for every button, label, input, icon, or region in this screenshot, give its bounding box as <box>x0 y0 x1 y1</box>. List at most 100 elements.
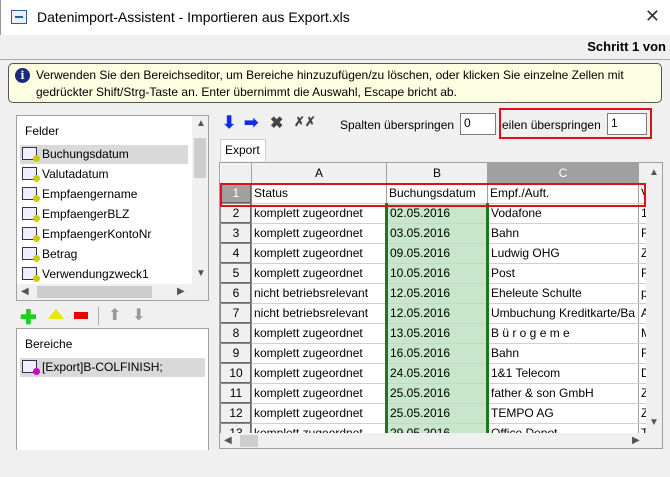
column-header-a[interactable]: A <box>251 163 387 184</box>
cell-buchungsdatum[interactable]: 10.05.2016 <box>385 263 489 284</box>
row-header[interactable]: 11 <box>220 382 252 404</box>
arrow-right-icon[interactable]: ➡ <box>244 113 259 132</box>
cell-empfaenger[interactable]: Umbuchung Kreditkarte/Ba <box>487 303 639 324</box>
row-header[interactable]: 9 <box>220 342 252 364</box>
felder-vertical-scrollbar[interactable]: ▲ ▼ <box>192 116 208 284</box>
cell-buchungsdatum[interactable]: 12.05.2016 <box>385 283 489 304</box>
cell-buchungsdatum[interactable]: 25.05.2016 <box>385 383 489 404</box>
cell-empfaenger[interactable]: father & son GmbH <box>487 383 639 404</box>
felder-list[interactable]: Felder Buchungsdatum Valutadatum Empfaenge… <box>16 115 209 301</box>
felder-horizontal-scrollbar[interactable]: ◀ ▶ <box>17 284 208 300</box>
table-row[interactable]: 9 komplett zugeordnet 16.05.2016 Bahn F <box>220 342 654 364</box>
cell-empfaenger[interactable]: Vodafone <box>487 203 639 224</box>
row-header[interactable]: 5 <box>220 262 252 284</box>
field-item[interactable]: Valutadatum <box>20 165 188 184</box>
scroll-down-icon[interactable]: ▼ <box>649 417 659 428</box>
cell-buchungsdatum[interactable]: 02.05.2016 <box>385 203 489 224</box>
grid-vertical-scrollbar[interactable]: ▲ ▼ <box>646 163 662 433</box>
cell-buchungsdatum[interactable]: 25.05.2016 <box>385 403 489 424</box>
cell-status[interactable]: komplett zugeordnet <box>251 323 387 344</box>
cell-buchungsdatum[interactable]: 13.05.2016 <box>385 323 489 344</box>
scroll-left-icon[interactable]: ◀ <box>224 435 232 446</box>
cell-buchungsdatum[interactable]: 09.05.2016 <box>385 243 489 264</box>
column-header-b[interactable]: B <box>386 163 488 184</box>
close-button[interactable]: ✕ <box>644 6 660 26</box>
cell-empfaenger[interactable]: B ü r o g e m e <box>487 323 639 344</box>
delete-range-icon[interactable] <box>74 312 88 319</box>
row-header[interactable]: 3 <box>220 222 252 244</box>
field-item[interactable]: EmpfaengerBLZ <box>20 205 188 224</box>
cell-status[interactable]: komplett zugeordnet <box>251 343 387 364</box>
scroll-down-icon[interactable]: ▼ <box>196 268 206 279</box>
zeilen-input[interactable]: 1 <box>607 113 647 135</box>
scroll-left-icon[interactable]: ◀ <box>21 286 29 297</box>
cell-empfaenger[interactable]: TEMPO AG <box>487 403 639 424</box>
column-header-c[interactable]: C <box>487 163 639 184</box>
move-down-icon[interactable]: ⬇ <box>132 307 146 324</box>
cell-buchungsdatum[interactable]: 03.05.2016 <box>385 223 489 244</box>
cell-empfaenger[interactable]: Ludwig OHG <box>487 243 639 264</box>
edit-range-icon[interactable] <box>48 309 64 319</box>
cell-status[interactable]: komplett zugeordnet <box>251 223 387 244</box>
row-header[interactable]: 10 <box>220 362 252 384</box>
table-row[interactable]: 12 komplett zugeordnet 25.05.2016 TEMPO AG Z <box>220 402 654 424</box>
row-header[interactable]: 4 <box>220 242 252 264</box>
clear-all-icon[interactable]: ✗✗ <box>294 114 316 129</box>
cell-status[interactable]: komplett zugeordnet <box>251 263 387 284</box>
table-row[interactable]: 3 komplett zugeordnet 03.05.2016 Bahn F <box>220 222 654 244</box>
row-header[interactable]: 2 <box>220 202 252 224</box>
spreadsheet-grid[interactable]: A B C 1 Status Buchungsdatum Empf./Auft. V 2 k… <box>219 162 663 449</box>
table-row[interactable]: 1 Status Buchungsdatum Empf./Auft. V <box>220 182 654 204</box>
field-item[interactable]: Buchungsdatum <box>20 145 188 164</box>
scroll-right-icon[interactable]: ▶ <box>177 286 185 297</box>
field-item[interactable]: Betrag <box>20 245 188 264</box>
bereiche-list[interactable]: Bereiche [Export]B-COLFINISH; <box>16 328 209 450</box>
cell-status[interactable]: komplett zugeordnet <box>251 363 387 384</box>
table-row[interactable]: 6 nicht betriebsrelevant 12.05.2016 Eheleut… <box>220 282 654 304</box>
scroll-up-icon[interactable]: ▲ <box>649 167 659 178</box>
cell-empfaenger[interactable]: Bahn <box>487 343 639 364</box>
cell-empfaenger[interactable]: Eheleute Schulte <box>487 283 639 304</box>
table-row[interactable]: 11 komplett zugeordnet 25.05.2016 father & … <box>220 382 654 404</box>
table-row[interactable]: 7 nicht betriebsrelevant 12.05.2016 Umbuchu… <box>220 302 654 324</box>
cell-status[interactable]: komplett zugeordnet <box>251 203 387 224</box>
cell-buchungsdatum[interactable]: 24.05.2016 <box>385 363 489 384</box>
clear-icon[interactable]: ✖ <box>270 115 284 132</box>
table-row[interactable]: 10 komplett zugeordnet 24.05.2016 1&1 Telec… <box>220 362 654 384</box>
cell-status[interactable]: nicht betriebsrelevant <box>251 283 387 304</box>
tab-export[interactable]: Export <box>220 139 266 161</box>
row-header[interactable]: 12 <box>220 402 252 424</box>
cell-status[interactable]: komplett zugeordnet <box>251 383 387 404</box>
cell-buchungsdatum[interactable]: 16.05.2016 <box>385 343 489 364</box>
scroll-thumb[interactable] <box>240 435 258 447</box>
range-item[interactable]: [Export]B-COLFINISH; <box>20 358 205 377</box>
cell-buchungsdatum[interactable]: Buchungsdatum <box>386 183 488 204</box>
move-up-icon[interactable]: ⬆ <box>108 307 122 324</box>
scroll-thumb[interactable] <box>194 138 206 178</box>
cell-empfaenger[interactable]: 1&1 Telecom <box>487 363 639 384</box>
table-row[interactable]: 4 komplett zugeordnet 09.05.2016 Ludwig OHG… <box>220 242 654 264</box>
row-header[interactable]: 7 <box>220 302 252 324</box>
cell-status[interactable]: nicht betriebsrelevant <box>251 303 387 324</box>
arrow-down-icon[interactable]: ⬇ <box>222 113 237 132</box>
scroll-thumb[interactable] <box>37 286 152 298</box>
table-row[interactable]: 5 komplett zugeordnet 10.05.2016 Post F <box>220 262 654 284</box>
row-header[interactable]: 6 <box>220 282 252 304</box>
cell-status[interactable]: komplett zugeordnet <box>251 243 387 264</box>
field-item[interactable]: Empfaengername <box>20 185 188 204</box>
row-header[interactable]: 8 <box>220 322 252 344</box>
field-item[interactable]: Verwendungzweck1 <box>20 265 188 284</box>
grid-horizontal-scrollbar[interactable]: ◀ ▶ <box>220 433 662 448</box>
cell-status[interactable]: Status <box>251 183 387 204</box>
cell-empfaenger[interactable]: Empf./Auft. <box>487 183 639 204</box>
cell-buchungsdatum[interactable]: 12.05.2016 <box>385 303 489 324</box>
table-row[interactable]: 8 komplett zugeordnet 13.05.2016 B ü r o g … <box>220 322 654 344</box>
add-range-icon[interactable]: ✚ <box>20 307 37 329</box>
scroll-right-icon[interactable]: ▶ <box>632 435 640 446</box>
cell-empfaenger[interactable]: Post <box>487 263 639 284</box>
corner-cell[interactable] <box>220 163 252 184</box>
scroll-up-icon[interactable]: ▲ <box>196 118 206 129</box>
spalten-input[interactable]: 0 <box>460 113 496 135</box>
cell-status[interactable]: komplett zugeordnet <box>251 403 387 424</box>
table-row[interactable]: 2 komplett zugeordnet 02.05.2016 Vodafone 1 <box>220 202 654 224</box>
